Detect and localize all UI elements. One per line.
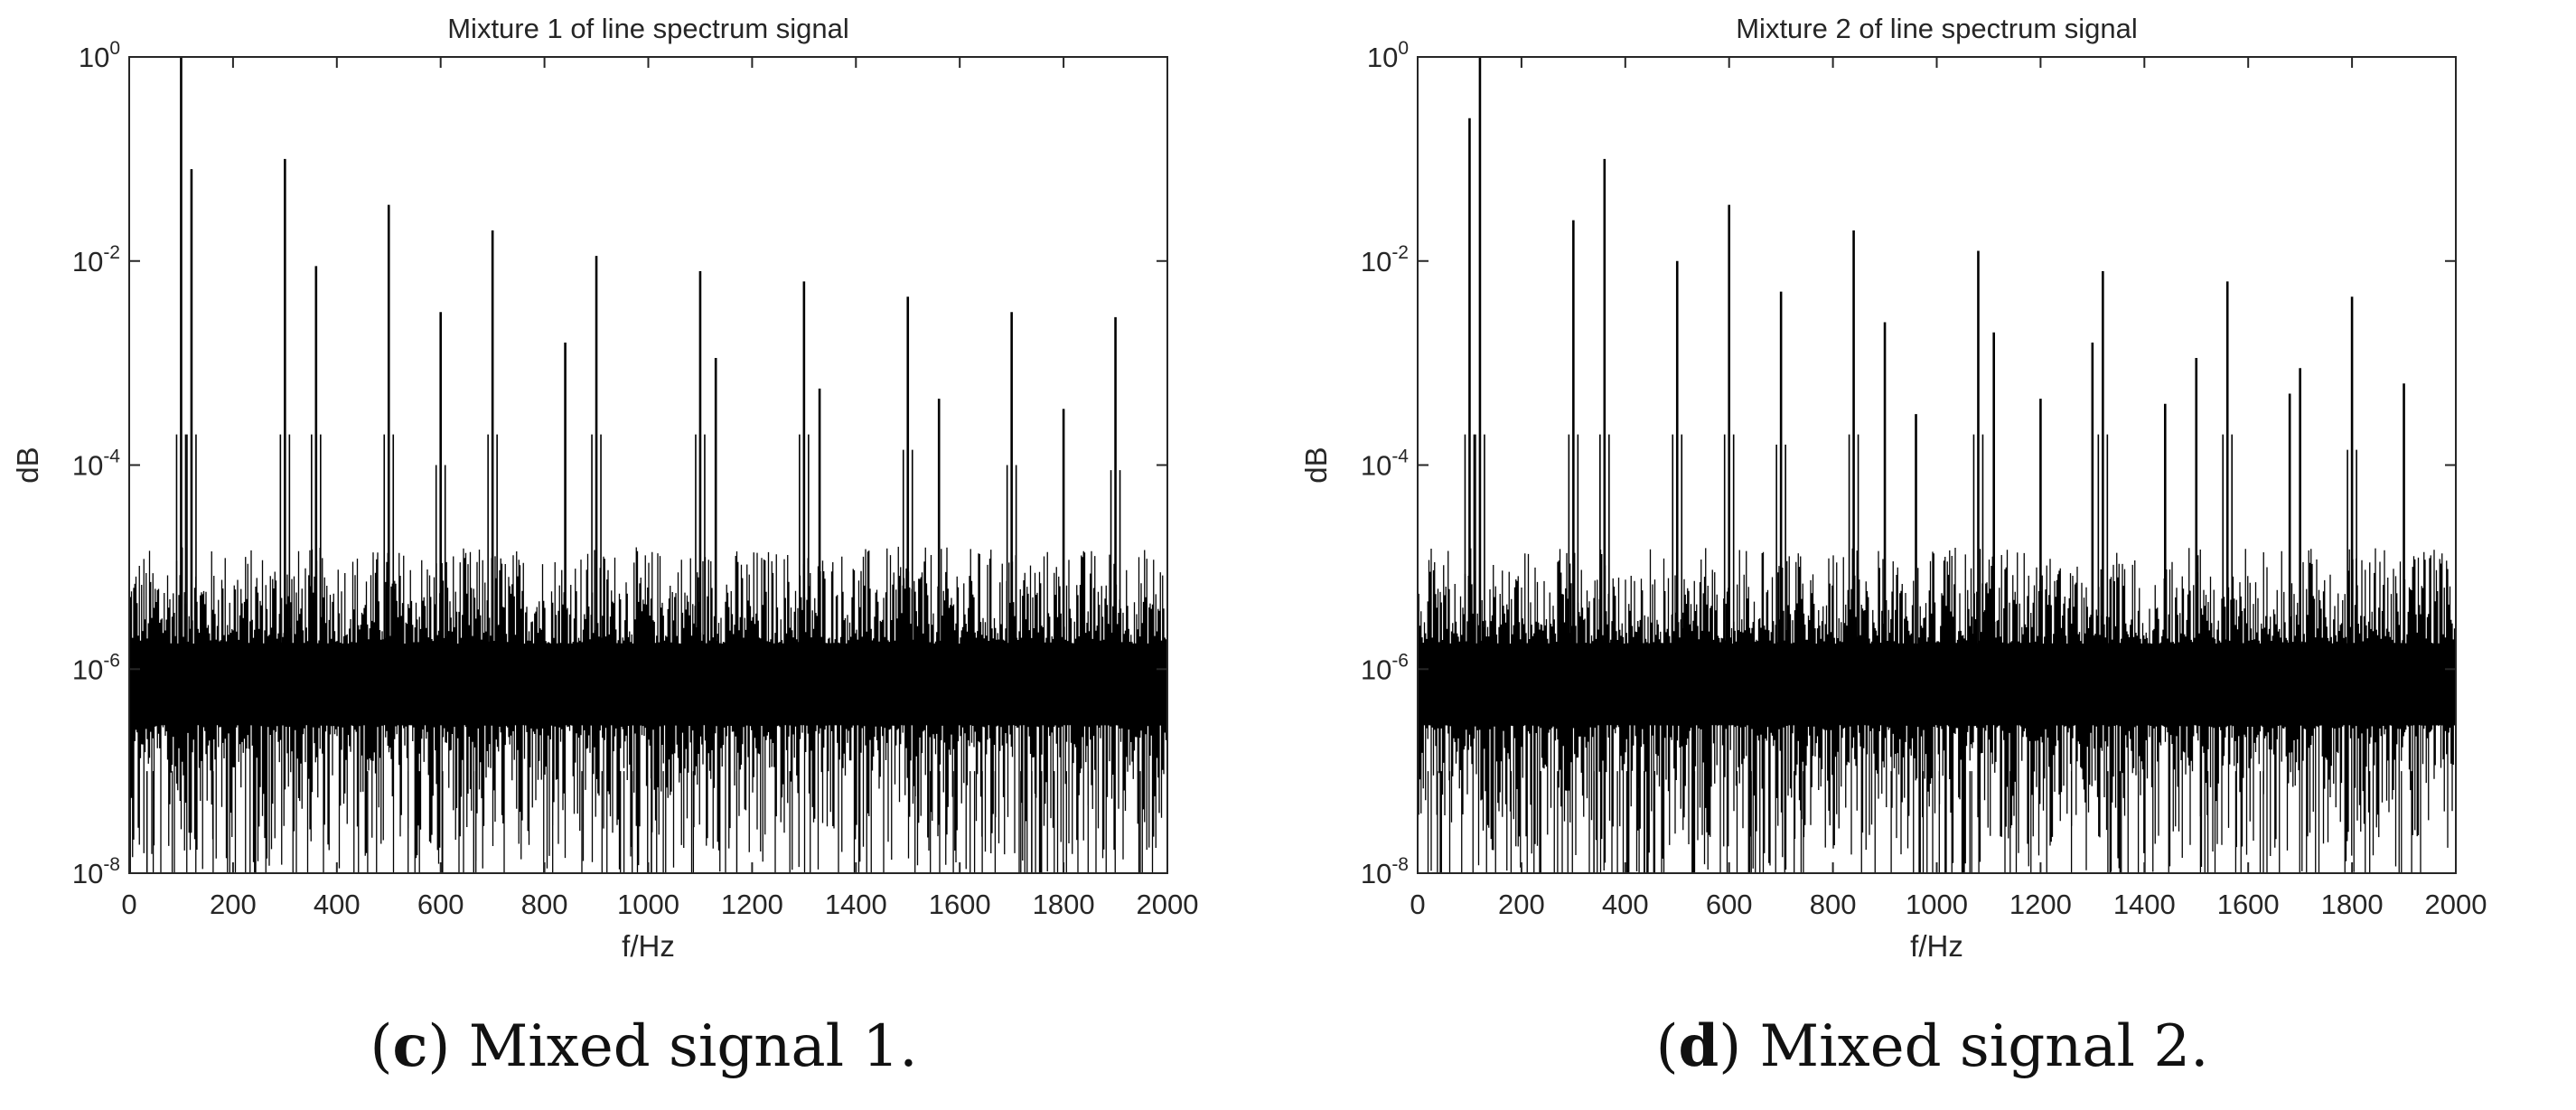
y-tick-label: 10-8 — [72, 854, 120, 889]
x-tick-label: 1200 — [2009, 889, 2072, 920]
noise-floor-trace — [129, 546, 1167, 873]
chart-mixture-2: 0 200 400 600 800 1000 1200 1400 1600 1800 2000 100… — [1299, 13, 2487, 963]
x-tick-label: 1600 — [929, 889, 991, 920]
x-tick-label: 1400 — [825, 889, 887, 920]
y-tick-label: 10-6 — [72, 650, 120, 685]
x-tick-label: 2000 — [2425, 889, 2487, 920]
caption-letter: d — [1678, 1012, 1719, 1080]
chart-title: Mixture 1 of line spectrum signal — [447, 13, 849, 44]
y-tick-label: 10-2 — [1361, 242, 1409, 278]
noise-floor-trace — [1418, 548, 2456, 873]
spectrum-series — [129, 57, 1167, 873]
x-tick-label: 1800 — [2321, 889, 2384, 920]
caption-d: (d) Mixed signal 2. — [1655, 1012, 2209, 1080]
chart-panel-mixture-2: 0 200 400 600 800 1000 1200 1400 1600 1800 2000 100… — [1288, 0, 2576, 1110]
x-tick-label: 0 — [121, 889, 136, 920]
caption-text: Mixed signal 1. — [450, 1013, 918, 1080]
x-tick-label: 200 — [1498, 889, 1545, 920]
x-tick-label: 800 — [1810, 889, 1857, 920]
x-tick-label: 1800 — [1033, 889, 1095, 920]
caption-letter: c — [392, 1012, 428, 1080]
chart-panel-mixture-1: 0 200 400 600 800 1000 1200 1400 1600 1800 2000 100… — [11, 13, 1199, 1080]
y-axis-label: dB — [11, 447, 44, 483]
x-tick-label: 600 — [417, 889, 464, 920]
caption-text: Mixed signal 2. — [1741, 1013, 2209, 1080]
y-tick-label: 10-6 — [1361, 650, 1409, 685]
x-tick-label: 1000 — [1906, 889, 1968, 920]
x-tick-label: 800 — [521, 889, 568, 920]
x-tick-label: 400 — [1602, 889, 1649, 920]
plot-area — [1418, 57, 2456, 873]
caption-c: (c) Mixed signal 1. — [370, 1012, 918, 1080]
x-axis-label: f/Hz — [1910, 929, 1963, 963]
y-tick-label: 100 — [1367, 38, 1409, 73]
x-tick-label: 1200 — [721, 889, 783, 920]
y-tick-label: 10-2 — [72, 242, 120, 278]
chart-title: Mixture 2 of line spectrum signal — [1736, 13, 2138, 44]
y-tick-label: 10-4 — [72, 447, 120, 482]
x-tick-label: 200 — [210, 889, 257, 920]
x-tick-label: 0 — [1410, 889, 1425, 920]
chart-mixture-1: 0 200 400 600 800 1000 1200 1400 1600 1800 2000 100… — [11, 13, 1199, 963]
x-tick-label: 1400 — [2113, 889, 2176, 920]
x-tick-label: 2000 — [1137, 889, 1199, 920]
spectrum-series — [1418, 57, 2456, 873]
x-axis-label: f/Hz — [622, 929, 675, 963]
x-tick-label: 1000 — [617, 889, 679, 920]
x-tick-label: 600 — [1706, 889, 1753, 920]
x-tick-label: 400 — [314, 889, 361, 920]
y-tick-label: 10-8 — [1361, 854, 1409, 889]
y-tick-label: 100 — [79, 38, 120, 73]
y-tick-label: 10-4 — [1361, 447, 1409, 482]
x-tick-label: 1600 — [2217, 889, 2280, 920]
y-axis-label: dB — [1299, 447, 1333, 483]
